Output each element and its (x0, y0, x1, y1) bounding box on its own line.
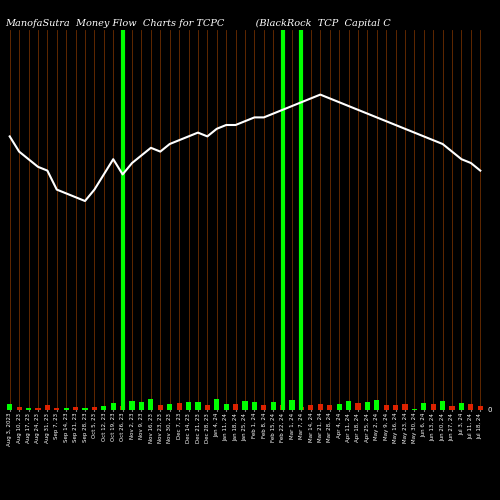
Bar (459, 403, 464, 410)
Bar (36, 408, 41, 410)
Bar (64, 408, 69, 410)
Bar (252, 402, 257, 410)
Bar (365, 402, 370, 410)
Bar (346, 402, 351, 410)
Bar (73, 406, 78, 410)
Bar (186, 402, 191, 410)
Bar (158, 404, 163, 410)
Bar (384, 406, 389, 410)
Bar (393, 404, 398, 410)
Bar (148, 400, 154, 410)
Bar (290, 400, 294, 410)
Bar (356, 403, 360, 410)
Bar (450, 406, 454, 410)
Bar (16, 407, 21, 410)
Bar (110, 403, 116, 410)
Bar (167, 404, 172, 410)
Bar (139, 402, 144, 410)
Bar (45, 406, 50, 410)
Bar (242, 402, 248, 410)
Bar (120, 406, 125, 410)
Bar (130, 400, 134, 410)
Bar (440, 402, 445, 410)
Bar (270, 402, 276, 410)
Bar (92, 408, 97, 410)
Bar (261, 404, 266, 410)
Bar (412, 409, 417, 410)
Bar (7, 404, 12, 410)
Bar (196, 402, 200, 410)
Bar (430, 404, 436, 410)
Bar (336, 404, 342, 410)
Bar (299, 406, 304, 410)
Bar (176, 403, 182, 410)
Bar (82, 408, 87, 410)
Bar (478, 406, 483, 410)
Bar (214, 399, 220, 410)
Bar (26, 408, 31, 410)
Bar (54, 408, 60, 410)
Bar (402, 404, 407, 410)
Bar (468, 404, 473, 410)
Bar (224, 404, 229, 410)
Bar (280, 406, 285, 410)
Bar (327, 404, 332, 410)
Bar (421, 403, 426, 410)
Bar (205, 406, 210, 410)
Bar (101, 406, 106, 410)
Bar (318, 404, 323, 410)
Bar (374, 400, 380, 410)
Text: ManofaSutra  Money Flow  Charts for TCPC          (BlackRock  TCP  Capital C: ManofaSutra Money Flow Charts for TCPC (… (5, 18, 391, 28)
Bar (233, 404, 238, 410)
Bar (308, 406, 314, 410)
